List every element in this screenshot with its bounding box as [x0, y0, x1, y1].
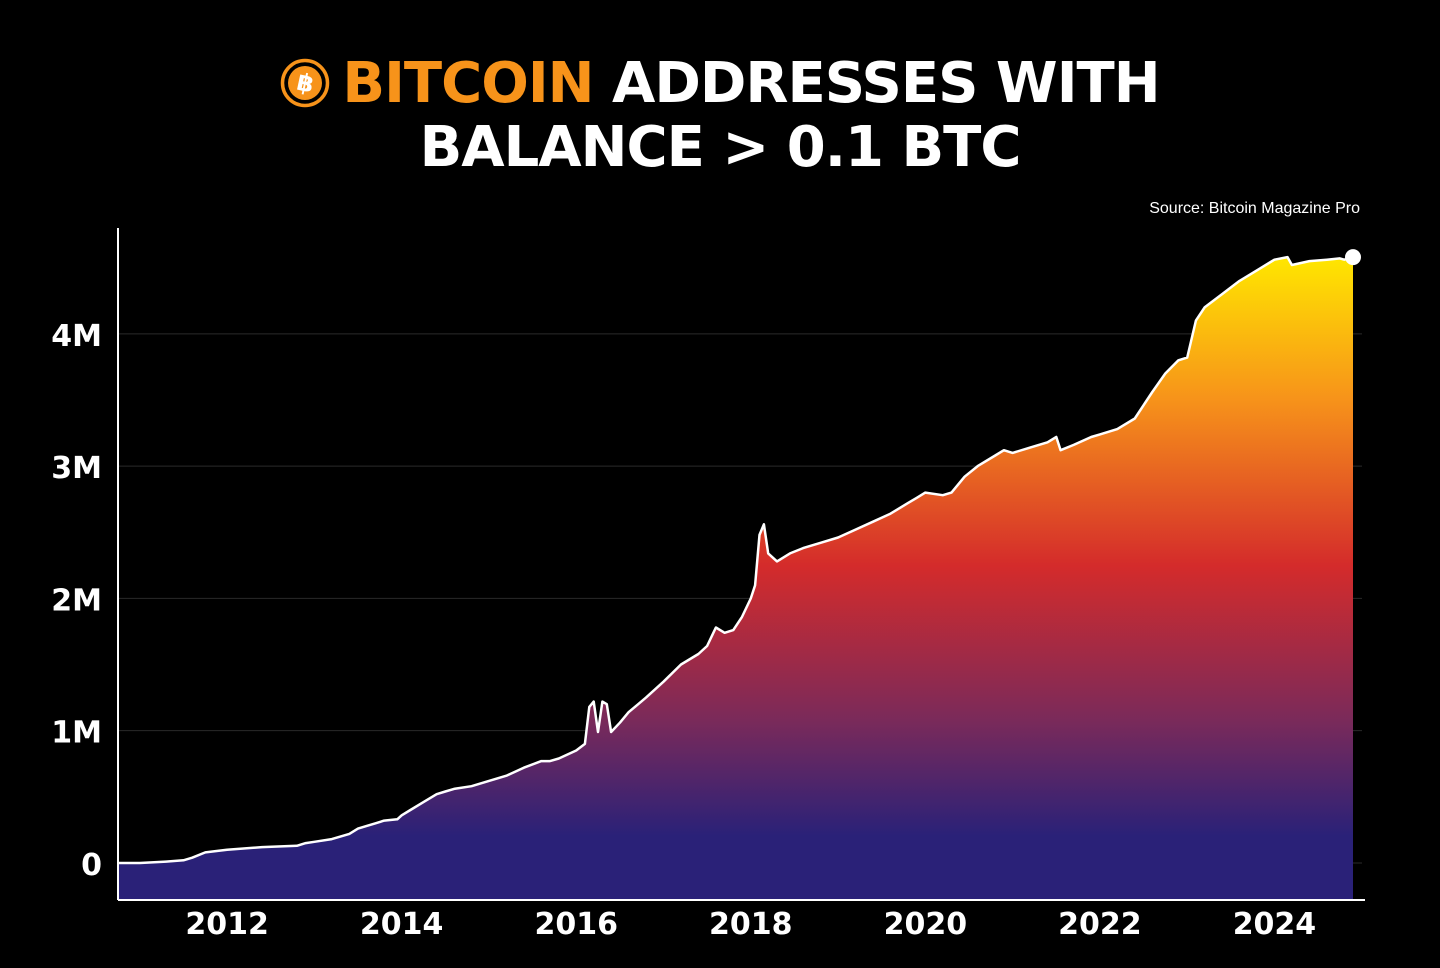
x-tick-label: 2016 — [534, 907, 618, 942]
area-series — [118, 249, 1361, 901]
y-tick-label: 3M — [51, 451, 102, 486]
source-note: Source: Bitcoin Magazine Pro — [1149, 200, 1360, 217]
svg-text:฿: ฿ — [295, 68, 316, 99]
y-tick-label: 1M — [51, 716, 102, 751]
series-line — [118, 255, 1354, 865]
axes — [117, 228, 1365, 901]
chart-title: ฿ BITCOIN ADDRESSES WITH BALANCE > 0.1 B… — [0, 52, 1440, 180]
title-line-1-rest: ADDRESSES WITH — [612, 51, 1161, 116]
x-tick-label: 2014 — [360, 907, 444, 942]
x-tick-label: 2012 — [185, 907, 269, 942]
x-tick-label: 2022 — [1058, 907, 1142, 942]
y-tick-label: 4M — [51, 319, 102, 354]
title-line-2: BALANCE > 0.1 BTC — [419, 115, 1022, 180]
x-axis-ticks: 2012 2014 2016 2018 2020 2022 2024 — [185, 907, 1316, 942]
x-tick-label: 2018 — [709, 907, 793, 942]
title-highlight: BITCOIN — [342, 51, 594, 116]
title-line-1: ฿ BITCOIN ADDRESSES WITH — [0, 52, 1440, 116]
bitcoin-logo-icon: ฿ — [281, 58, 330, 108]
y-axis-ticks: 0 1M 2M 3M 4M — [51, 319, 102, 883]
x-tick-label: 2024 — [1233, 907, 1317, 942]
end-point-marker — [1345, 249, 1361, 266]
area-fill — [118, 257, 1353, 901]
x-tick-label: 2020 — [884, 907, 968, 942]
y-tick-label: 0 — [81, 848, 102, 883]
y-tick-label: 2M — [51, 583, 102, 618]
